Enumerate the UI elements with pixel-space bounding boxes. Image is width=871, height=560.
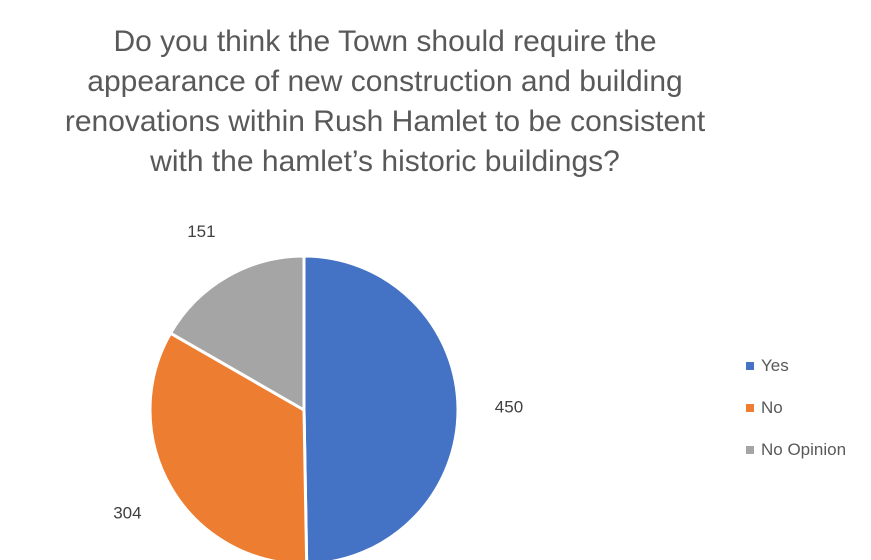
legend-item-no: No: [746, 396, 846, 420]
legend-item-yes: Yes: [746, 354, 846, 378]
legend-swatch-no-opinion: [746, 446, 754, 454]
chart-title-line-3: renovations within Rush Hamlet to be con…: [64, 105, 706, 138]
data-label-no: 304: [113, 504, 141, 523]
pie-slice-yes: [302, 254, 460, 560]
legend-item-no-opinion: No Opinion: [746, 438, 846, 462]
legend-swatch-yes: [746, 362, 754, 370]
legend: Yes No No Opinion: [746, 354, 846, 480]
legend-swatch-no: [746, 404, 754, 412]
legend-label-yes: Yes: [761, 356, 789, 375]
chart-title-line-1: Do you think the Town should require the: [113, 25, 657, 58]
legend-label-no-opinion: No Opinion: [761, 440, 847, 459]
data-label-yes: 450: [495, 398, 523, 417]
chart-title-line-2: appearance of new construction and build…: [87, 65, 683, 98]
data-label-no-opinion: 151: [187, 222, 215, 241]
chart-title: Do you think the Town should require the…: [0, 22, 770, 182]
legend-label-no: No: [761, 398, 783, 417]
pie-slice-no-opinion: [169, 254, 306, 412]
chart-title-line-4: with the hamlet’s historic buildings?: [150, 145, 620, 178]
